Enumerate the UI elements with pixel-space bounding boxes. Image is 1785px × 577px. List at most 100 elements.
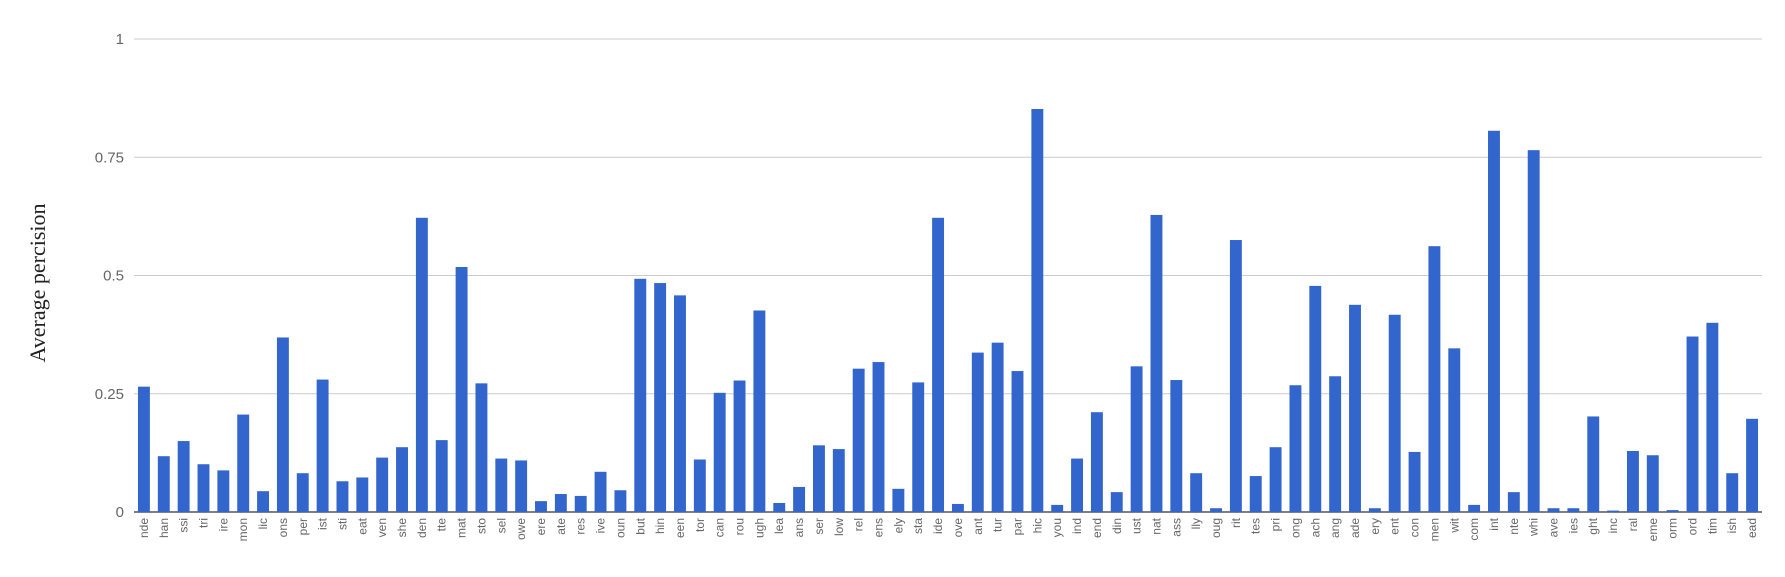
bar-ist	[316, 379, 329, 512]
bar-hic	[1031, 109, 1044, 512]
x-tick-label: ugh	[752, 518, 766, 538]
x-tick-label: tim	[1705, 518, 1719, 534]
x-tick-label: sta	[911, 518, 925, 534]
x-tick-label: sel	[494, 518, 508, 533]
x-tick-label: ave	[1547, 518, 1561, 538]
bar-tor	[693, 459, 706, 512]
x-tick-label: owe	[514, 518, 528, 540]
bar-een	[674, 295, 686, 512]
bar-tri	[197, 464, 210, 512]
bar-ven	[376, 457, 389, 512]
bar-mat	[455, 266, 468, 512]
x-tick-label: ies	[1566, 518, 1580, 533]
x-tick-label: ere	[534, 518, 548, 536]
bar-ide	[932, 217, 945, 512]
bar-ove	[951, 503, 964, 512]
bar-par	[1011, 371, 1024, 512]
x-tick-label: ven	[375, 518, 389, 537]
x-tick-label: ove	[951, 518, 965, 538]
x-tick-label: ord	[1686, 518, 1700, 535]
bar-nat	[1150, 214, 1163, 512]
bar-ies	[1567, 508, 1580, 512]
bar-ive	[594, 471, 607, 512]
x-tick-label: nde	[137, 518, 151, 538]
x-tick-label: per	[296, 518, 310, 535]
bar-hin	[654, 283, 667, 512]
bar-ens	[872, 362, 885, 512]
x-tick-label: orm	[1666, 518, 1680, 539]
bar-ere	[535, 501, 547, 512]
x-tick-label: ust	[1130, 517, 1144, 534]
x-tick-label: nte	[1507, 518, 1521, 535]
x-tick-label: han	[157, 518, 171, 538]
x-tick-label: sti	[335, 518, 349, 530]
bar-end	[1090, 412, 1103, 512]
x-tick-label: con	[1408, 518, 1422, 537]
bar-men	[1428, 246, 1441, 512]
x-tick-label: men	[1427, 518, 1441, 541]
bar-ent	[1388, 314, 1401, 512]
bar-din	[1110, 492, 1123, 512]
bar-lea	[773, 503, 786, 512]
x-tick-label: can	[713, 518, 727, 537]
x-tick-label: oug	[1209, 518, 1223, 538]
bar-wit	[1448, 348, 1461, 512]
bar-ade	[1349, 304, 1361, 512]
x-tick-label: ser	[812, 518, 826, 535]
y-axis-ticks: 0 0.25 0.5 0.75 1	[95, 31, 124, 521]
bar-ons	[276, 337, 289, 512]
x-tick-label: end	[1090, 518, 1104, 538]
y-tick-label: 1	[116, 31, 124, 48]
x-tick-label: mat	[455, 517, 469, 538]
x-tick-label: ens	[872, 518, 886, 537]
bar-ser	[812, 445, 825, 512]
bar-nte	[1507, 492, 1520, 512]
bars	[137, 109, 1759, 512]
x-tick-label: ist	[316, 517, 330, 530]
x-tick-label: par	[1010, 518, 1024, 535]
bar-ust	[1130, 366, 1143, 512]
x-tick-label: res	[574, 518, 588, 535]
bar-ely	[892, 488, 905, 512]
x-tick-label: oun	[613, 518, 627, 538]
x-tick-label: ade	[1348, 518, 1362, 538]
bar-ire	[217, 470, 230, 512]
bar-you	[1051, 504, 1064, 512]
x-tick-label: inc	[1606, 518, 1620, 533]
x-tick-label: ass	[1169, 518, 1183, 537]
x-tick-label: din	[1110, 518, 1124, 534]
bar-ang	[1329, 376, 1342, 512]
bar-lly	[1190, 473, 1203, 512]
bar-can	[713, 392, 726, 512]
x-tick-label: een	[673, 518, 687, 538]
x-tick-label: ish	[1725, 518, 1739, 533]
x-tick-label: ant	[971, 517, 985, 534]
x-tick-label: wit	[1447, 517, 1461, 533]
bar-eme	[1646, 455, 1659, 512]
bar-ans	[793, 486, 806, 512]
x-tick-label: lic	[256, 518, 270, 529]
x-tick-label: ons	[276, 518, 290, 537]
bar-rel	[852, 368, 865, 512]
x-tick-label: ral	[1626, 518, 1640, 531]
x-tick-label: rel	[852, 518, 866, 531]
bar-ugh	[753, 310, 766, 512]
x-tick-label: int	[1487, 517, 1501, 530]
x-tick-label: mon	[236, 518, 250, 541]
y-tick-label: 0.5	[103, 268, 124, 285]
bar-ead	[1746, 418, 1759, 512]
x-tick-label: ind	[1070, 518, 1084, 534]
bar-ind	[1071, 458, 1084, 512]
bar-low	[832, 449, 845, 512]
y-axis-title: Average percision	[25, 203, 50, 362]
y-tick-label: 0	[116, 504, 124, 521]
x-tick-label: eat	[355, 517, 369, 534]
x-tick-label: tte	[435, 518, 449, 532]
bar-int	[1488, 130, 1500, 512]
x-tick-label: ery	[1368, 518, 1382, 535]
x-tick-label: lly	[1189, 518, 1203, 529]
x-tick-label: rou	[733, 518, 747, 535]
bar-oug	[1210, 508, 1222, 512]
